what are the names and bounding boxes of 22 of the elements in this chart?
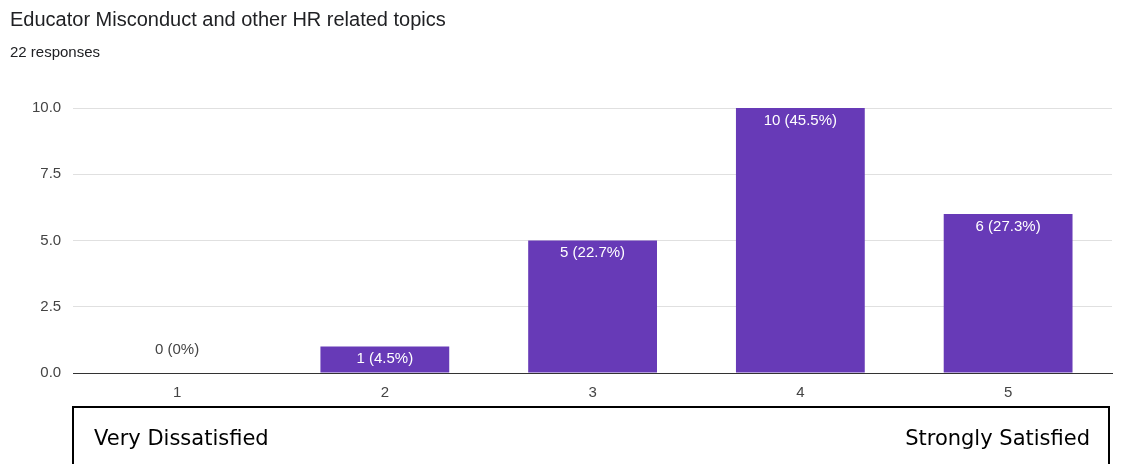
data-label: 0 (0%) — [154, 339, 200, 357]
data-label: 5 (22.7%) — [560, 243, 626, 261]
y-tick-label: 2.5 — [40, 296, 62, 314]
x-tick-label: 4 — [796, 383, 805, 401]
y-tick-label: 10.0 — [31, 98, 62, 116]
x-tick-label: 3 — [588, 383, 597, 401]
y-tick-label: 0.0 — [40, 363, 62, 381]
bar — [943, 214, 1073, 373]
data-label: 6 (27.3%) — [975, 216, 1041, 234]
y-tick-label: 5.0 — [40, 230, 62, 248]
chart-title: Educator Misconduct and other HR related topics — [10, 8, 446, 31]
x-tick-label: 1 — [172, 383, 182, 401]
x-tick-label: 5 — [1003, 383, 1013, 401]
chart-subtitle: 22 responses — [10, 43, 101, 60]
label-box: Very Dissatisfied Strongly Satisfied — [72, 406, 1110, 464]
y-tick-label: 7.5 — [40, 164, 62, 182]
bar — [320, 346, 450, 373]
data-label: 1 (4.5%) — [356, 349, 414, 367]
bar — [528, 240, 657, 373]
data-label: 10 (45.5%) — [763, 110, 838, 128]
bar — [735, 108, 865, 373]
x-tick-label: 2 — [380, 383, 390, 401]
